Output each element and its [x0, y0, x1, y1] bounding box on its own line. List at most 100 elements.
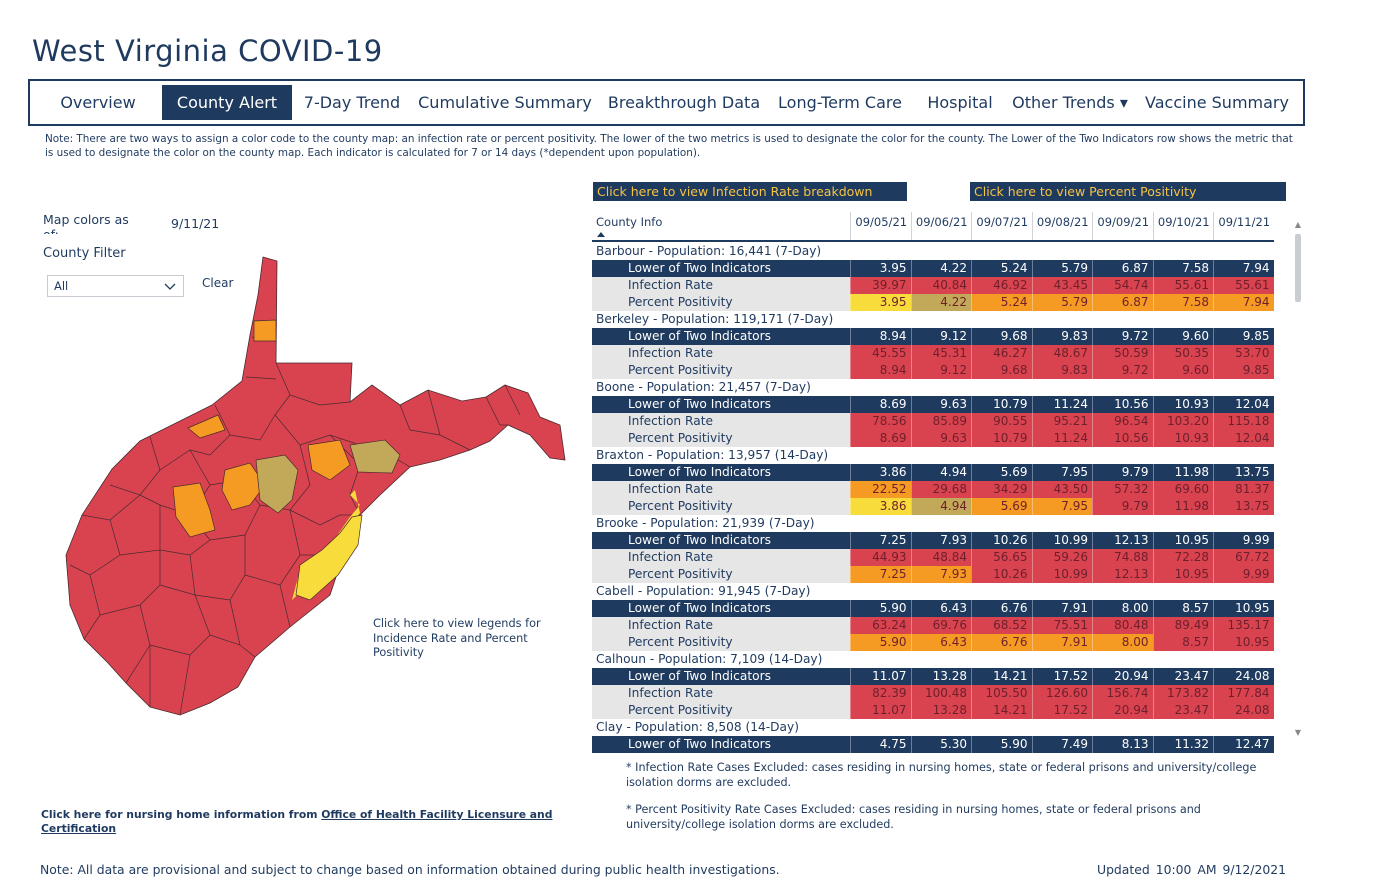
infection-rate-row: Infection Rate 78.56 85.89 90.55 95.21 96.54 1…: [592, 413, 1274, 430]
value-cell: 17.52: [1031, 702, 1092, 719]
date-header[interactable]: 09/09/21: [1092, 212, 1154, 240]
county-name: Berkeley - Population: 119,171 (7-Day): [596, 311, 834, 328]
value-cell: 10.56: [1092, 430, 1153, 447]
value-cell: 5.79: [1031, 260, 1093, 277]
date-header[interactable]: 09/10/21: [1152, 212, 1215, 240]
value-cell: 69.60: [1152, 481, 1213, 498]
value-cell: 45.55: [850, 345, 911, 362]
updated-label: Updated: [1097, 862, 1150, 877]
legend-link[interactable]: Click here to view legends for Incidence…: [373, 617, 541, 659]
tab-long-term-care[interactable]: Long-Term Care: [778, 93, 902, 112]
county-map[interactable]: [60, 255, 570, 740]
value-cell: 126.60: [1031, 685, 1092, 702]
value-cell: 5.69: [971, 498, 1032, 515]
date-header[interactable]: 09/11/21: [1213, 212, 1275, 240]
percent-positivity-row-label: Percent Positivity: [592, 430, 850, 447]
value-cell: 13.28: [910, 702, 971, 719]
value-cell: 173.82: [1152, 685, 1213, 702]
percent-positivity-button[interactable]: Click here to view Percent Positivity: [970, 182, 1286, 201]
county-row: Brooke - Population: 21,939 (7-Day): [592, 515, 1274, 533]
top-note: Note: There are two ways to assign a col…: [45, 133, 1293, 159]
tab-vaccine-summary[interactable]: Vaccine Summary: [1145, 93, 1289, 112]
value-cell: 103.20: [1152, 413, 1213, 430]
value-cell: 8.69: [850, 396, 911, 413]
infection-rate-breakdown-button[interactable]: Click here to view Infection Rate breakd…: [593, 182, 907, 201]
scroll-thumb[interactable]: [1295, 234, 1301, 302]
county-row: Boone - Population: 21,457 (7-Day): [592, 379, 1274, 397]
date-header[interactable]: 09/07/21: [971, 212, 1033, 240]
lower-indicator-row: Lower of Two Indicators 3.95 4.22 5.24 5.79 6…: [592, 260, 1274, 277]
value-cell: 44.93: [850, 549, 911, 566]
value-cell: 12.13: [1092, 532, 1153, 549]
tab-overview[interactable]: Overview: [60, 93, 136, 112]
value-cell: 75.51: [1031, 617, 1092, 634]
percent-positivity-row-label: Percent Positivity: [592, 498, 850, 515]
date-header[interactable]: 09/08/21: [1031, 212, 1094, 240]
map-colors-label: Map colors as of:: [43, 212, 129, 234]
updated-timestamp: Updated 10:00 AM 9/12/2021: [1097, 862, 1286, 877]
value-cell: 9.72: [1092, 362, 1153, 379]
value-cell: 9.68: [971, 328, 1032, 345]
percent-positivity-row: Percent Positivity 8.69 9.63 10.79 11.24 10.5…: [592, 430, 1274, 447]
tab-cumulative-summary[interactable]: Cumulative Summary: [418, 93, 592, 112]
value-cell: 48.67: [1031, 345, 1092, 362]
county-row: Cabell - Population: 91,945 (7-Day): [592, 583, 1274, 601]
table-scrollbar[interactable]: ▲ ▼: [1294, 216, 1302, 743]
value-cell: 11.32: [1152, 736, 1214, 753]
value-cell: 69.76: [910, 617, 971, 634]
nursing-facility-link[interactable]: Office of Health Facility Licensure and …: [41, 808, 553, 835]
date-header[interactable]: 09/05/21: [850, 212, 912, 240]
value-cell: 7.93: [910, 566, 971, 583]
scroll-down-icon[interactable]: ▼: [1294, 728, 1302, 737]
scroll-up-icon[interactable]: ▲: [1294, 220, 1302, 229]
county-row: Berkeley - Population: 119,171 (7-Day): [592, 311, 1274, 329]
value-cell: 39.97: [850, 277, 911, 294]
value-cell: 10.95: [1152, 566, 1213, 583]
lower-indicator-row-label: Lower of Two Indicators: [628, 329, 771, 343]
value-cell: 9.79: [1092, 464, 1153, 481]
infection-rate-footnote: * Infection Rate Cases Excluded: cases r…: [626, 761, 1257, 789]
tab-hospital[interactable]: Hospital: [927, 93, 993, 112]
county-info-header[interactable]: County Info: [596, 215, 663, 229]
date-header[interactable]: 09/06/21: [910, 212, 973, 240]
value-cell: 156.74: [1092, 685, 1153, 702]
lower-indicator-row: Lower of Two Indicators 8.94 9.12 9.68 9.83 9…: [592, 328, 1274, 345]
value-cell: 5.79: [1031, 294, 1092, 311]
value-cell: 5.90: [850, 600, 911, 617]
percent-positivity-row: Percent Positivity 3.86 4.94 5.69 7.95 9.79 11…: [592, 498, 1274, 515]
lower-indicator-row: Lower of Two Indicators 3.86 4.94 5.69 7.95 9…: [592, 464, 1274, 481]
lower-indicator-row-label: Lower of Two Indicators: [628, 533, 771, 547]
value-cell: 4.22: [910, 260, 972, 277]
value-cell: 105.50: [971, 685, 1032, 702]
clear-filter-button[interactable]: Clear: [202, 276, 234, 290]
sort-ascending-icon[interactable]: [597, 232, 605, 237]
value-cell: 11.98: [1152, 464, 1214, 481]
value-cell: 43.45: [1031, 277, 1092, 294]
value-cell: 9.63: [910, 396, 972, 413]
value-cell: 9.85: [1213, 328, 1274, 345]
value-cell: 9.63: [910, 430, 971, 447]
provisional-note: Note: All data are provisional and subje…: [40, 862, 780, 877]
value-cell: 13.75: [1213, 464, 1274, 481]
value-cell: 5.24: [971, 260, 1032, 277]
tab-7-day-trend[interactable]: 7-Day Trend: [303, 93, 401, 112]
infection-rate-row-label: Infection Rate: [592, 549, 850, 566]
page-title: West Virginia COVID-19: [32, 34, 383, 68]
tab-county-alert[interactable]: County Alert: [162, 85, 292, 120]
value-cell: 55.61: [1213, 277, 1274, 294]
value-cell: 7.58: [1152, 294, 1213, 311]
value-cell: 7.25: [850, 566, 911, 583]
lower-indicator-row-label: Lower of Two Indicators: [628, 465, 771, 479]
value-cell: 13.75: [1213, 498, 1274, 515]
lower-indicator-row: Lower of Two Indicators 4.75 5.30 5.90 7.49 8…: [592, 736, 1274, 753]
percent-positivity-row: Percent Positivity 3.95 4.22 5.24 5.79 6.87 7.…: [592, 294, 1274, 311]
value-cell: 7.25: [850, 532, 911, 549]
county-filter-dropdown[interactable]: All: [47, 275, 184, 297]
tab-breakthrough-data[interactable]: Breakthrough Data: [607, 93, 761, 112]
value-cell: 8.57: [1152, 634, 1213, 651]
tab-other-trends[interactable]: Other Trends ▾: [1012, 93, 1128, 112]
county-borders: [69, 336, 521, 716]
value-cell: 10.79: [971, 430, 1032, 447]
value-cell: 89.49: [1152, 617, 1213, 634]
value-cell: 22.52: [850, 481, 911, 498]
